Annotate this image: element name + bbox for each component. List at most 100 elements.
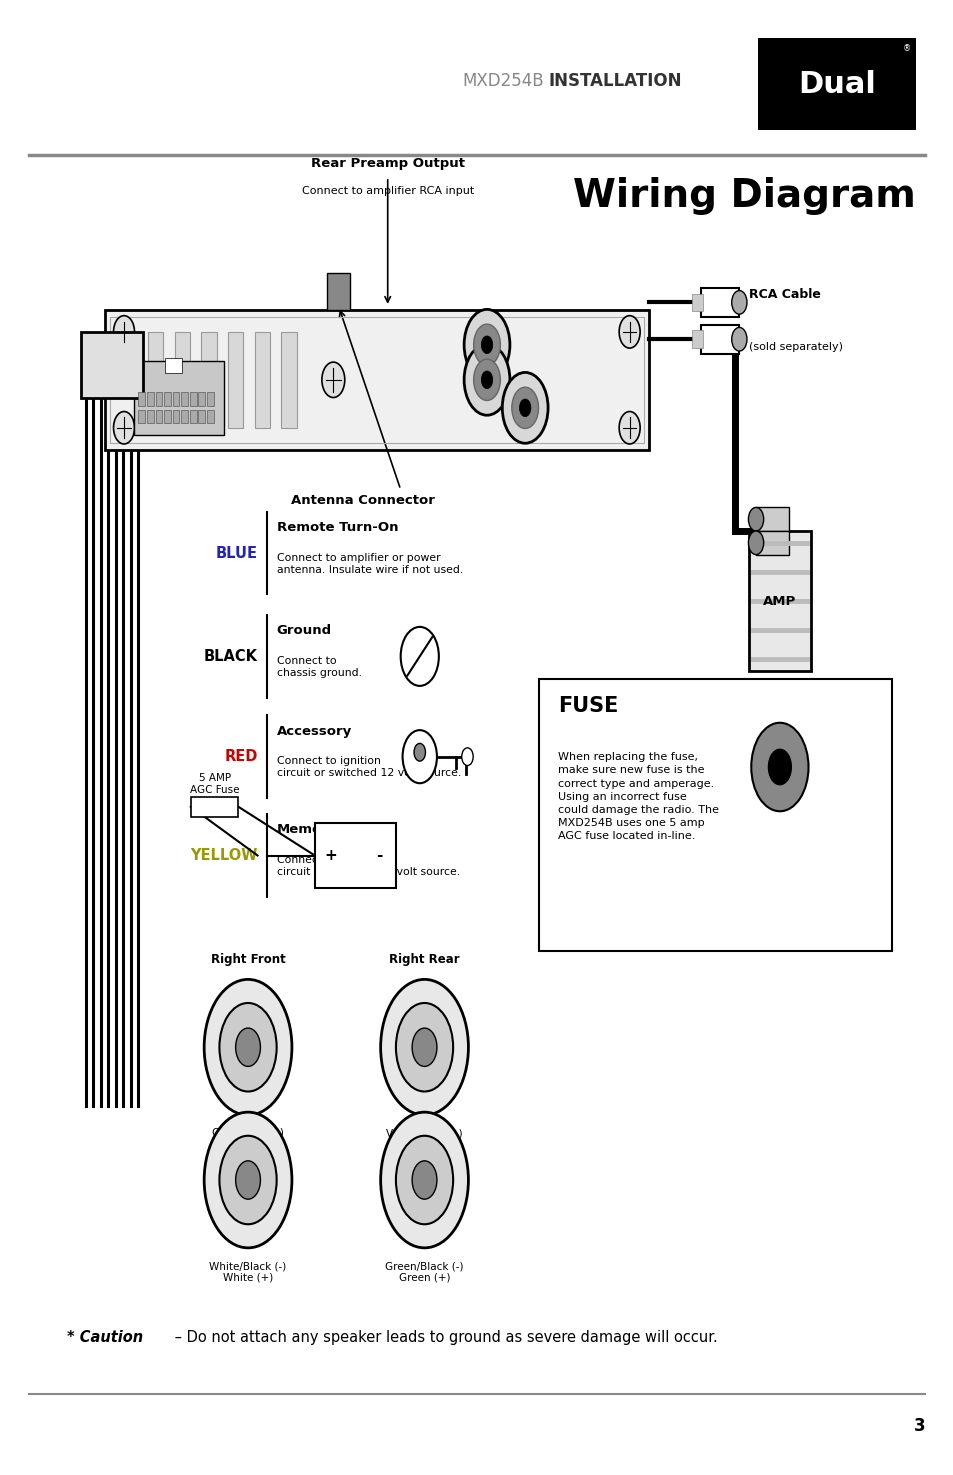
Bar <box>198 410 205 423</box>
Bar <box>201 332 216 428</box>
Bar <box>700 288 739 317</box>
Bar <box>190 410 196 423</box>
Bar <box>314 823 395 888</box>
Bar <box>207 392 213 406</box>
Bar <box>148 332 163 428</box>
Circle shape <box>480 372 492 388</box>
Bar <box>254 332 270 428</box>
Text: Right Front: Right Front <box>211 953 285 966</box>
Text: (sold separately): (sold separately) <box>748 342 842 351</box>
Text: RED: RED <box>224 749 257 764</box>
Text: Left Front: Left Front <box>215 1086 280 1099</box>
Bar <box>691 330 702 348</box>
Text: Violet/Black (-)
Violet (+): Violet/Black (-) Violet (+) <box>386 1128 462 1150</box>
Circle shape <box>473 324 499 366</box>
Circle shape <box>750 723 807 811</box>
Bar <box>110 317 643 442</box>
Bar <box>198 392 205 406</box>
Text: Left Rear: Left Rear <box>394 1086 455 1099</box>
Text: +: + <box>324 848 337 863</box>
Text: Wiring Diagram: Wiring Diagram <box>573 177 915 215</box>
Bar <box>691 294 702 311</box>
Text: Dual: Dual <box>798 69 875 99</box>
Text: Right Rear: Right Rear <box>389 953 459 966</box>
Bar <box>172 392 179 406</box>
Circle shape <box>747 531 762 555</box>
Bar <box>281 332 296 428</box>
Bar <box>147 410 153 423</box>
Text: Remote Turn-On: Remote Turn-On <box>276 521 397 534</box>
Circle shape <box>412 1028 436 1066</box>
Circle shape <box>518 400 530 416</box>
Text: FUSE: FUSE <box>558 696 618 717</box>
Text: * Caution: * Caution <box>67 1330 143 1345</box>
Text: White/Black (-)
White (+): White/Black (-) White (+) <box>210 1261 286 1283</box>
Circle shape <box>400 627 438 686</box>
Bar <box>155 392 162 406</box>
Circle shape <box>113 316 134 348</box>
Text: Accessory: Accessory <box>276 724 352 738</box>
Text: – Do not attach any speaker leads to ground as severe damage will occur.: – Do not attach any speaker leads to gro… <box>170 1330 717 1345</box>
Bar <box>190 392 196 406</box>
Text: YELLOW: YELLOW <box>190 848 257 863</box>
Circle shape <box>412 1161 436 1199</box>
Text: ®: ® <box>902 44 910 53</box>
Bar <box>748 531 810 671</box>
Bar <box>700 324 739 354</box>
Circle shape <box>235 1028 260 1066</box>
Circle shape <box>618 412 639 444</box>
Circle shape <box>204 979 292 1115</box>
Text: When replacing the fuse,
make sure new fuse is the
correct type and amperage.
Us: When replacing the fuse, make sure new f… <box>558 752 719 841</box>
Circle shape <box>461 748 473 766</box>
Bar <box>138 392 145 406</box>
Circle shape <box>463 344 509 416</box>
Bar <box>105 310 648 450</box>
Circle shape <box>480 336 492 354</box>
Circle shape <box>511 386 537 429</box>
Bar <box>155 410 162 423</box>
Circle shape <box>321 361 344 397</box>
Bar <box>181 410 188 423</box>
Circle shape <box>395 1136 453 1224</box>
Circle shape <box>204 1112 292 1248</box>
Circle shape <box>235 1161 260 1199</box>
Text: -: - <box>376 848 382 863</box>
Text: Memory: Memory <box>276 823 336 836</box>
Text: MXD254B: MXD254B <box>461 72 543 90</box>
Bar <box>327 273 350 310</box>
Circle shape <box>414 743 425 761</box>
Circle shape <box>747 507 762 531</box>
Bar <box>138 410 145 423</box>
Text: 5 AMP
AGC Fuse: 5 AMP AGC Fuse <box>190 773 239 795</box>
Circle shape <box>501 372 547 444</box>
Circle shape <box>733 696 824 838</box>
Text: Connect to battery
circuit or constant 12 volt source.: Connect to battery circuit or constant 1… <box>276 844 459 878</box>
Circle shape <box>380 979 468 1115</box>
Text: BLACK: BLACK <box>203 649 257 664</box>
Bar <box>165 358 182 373</box>
Bar <box>164 410 171 423</box>
Bar <box>191 796 238 817</box>
Text: Antenna Connector: Antenna Connector <box>291 494 434 507</box>
Bar <box>758 38 915 130</box>
Circle shape <box>731 327 746 351</box>
Bar <box>133 361 224 435</box>
Circle shape <box>219 1136 276 1224</box>
Text: Connect to ignition
circuit or switched 12 volt source.: Connect to ignition circuit or switched … <box>276 745 460 779</box>
Circle shape <box>767 749 790 785</box>
Bar <box>755 531 788 555</box>
Text: Gray/Black (-)
Gray (+): Gray/Black (-) Gray (+) <box>212 1128 284 1150</box>
Text: Green/Black (-)
Green (+): Green/Black (-) Green (+) <box>385 1261 463 1283</box>
Bar <box>181 392 188 406</box>
Circle shape <box>380 1112 468 1248</box>
Bar <box>81 332 143 398</box>
Bar <box>174 332 190 428</box>
Bar <box>228 332 243 428</box>
Bar <box>755 507 788 531</box>
Circle shape <box>219 1003 276 1092</box>
Text: BLUE: BLUE <box>215 546 257 560</box>
Text: RCA Cable: RCA Cable <box>748 289 820 301</box>
Text: AMP: AMP <box>762 594 796 608</box>
Text: INSTALLATION: INSTALLATION <box>548 72 681 90</box>
Circle shape <box>473 358 499 400</box>
